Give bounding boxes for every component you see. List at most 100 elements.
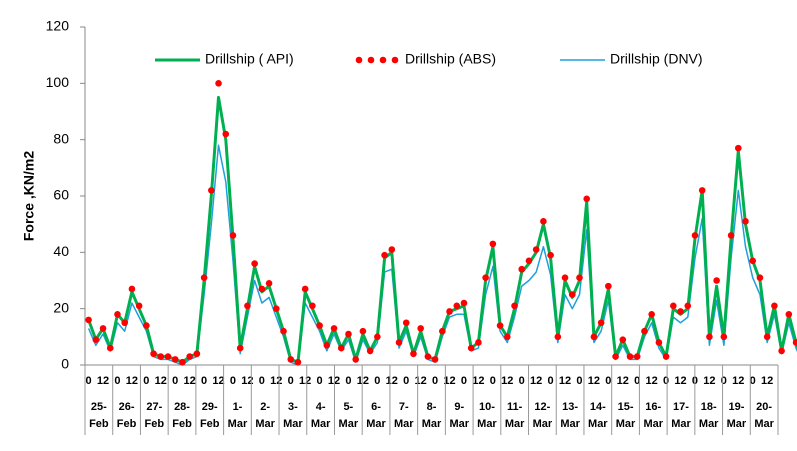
day-label: 17- [673, 401, 689, 413]
x-tick-label: 0 [605, 375, 611, 387]
data-point [576, 274, 583, 281]
data-point [590, 333, 598, 341]
data-point [265, 280, 273, 287]
data-point [345, 330, 352, 338]
month-label: Mar [255, 418, 275, 430]
data-point [272, 305, 280, 312]
x-tick-label: 12 [588, 375, 600, 387]
month-label: Mar [699, 418, 719, 430]
data-point [157, 353, 165, 360]
month-label: Feb [89, 418, 109, 430]
x-tick-label: 0 [114, 375, 120, 387]
month-label: Feb [145, 418, 165, 430]
legend-marker [355, 56, 363, 64]
month-label: Mar [505, 418, 525, 430]
x-tick-label: 0 [86, 375, 92, 387]
data-point [475, 339, 482, 346]
data-point [503, 333, 511, 341]
x-tick-label: 12 [415, 375, 427, 387]
data-point [792, 339, 797, 346]
data-point [619, 336, 627, 343]
data-point [171, 356, 179, 363]
data-point [143, 322, 150, 329]
data-point [323, 341, 331, 349]
data-point [208, 187, 215, 194]
x-tick-label: 0 [750, 375, 756, 387]
data-point [222, 130, 230, 138]
x-tick-label: 0 [432, 375, 438, 387]
data-point [467, 344, 475, 352]
data-point [684, 302, 692, 310]
x-tick-label: 12 [184, 375, 196, 387]
x-tick-label: 0 [519, 375, 525, 387]
day-label: 19- [728, 401, 744, 413]
data-point [641, 327, 648, 335]
x-tick-label: 0 [288, 375, 294, 387]
data-point [763, 333, 771, 341]
y-axis-title: Force ,KN/m2 [21, 151, 37, 241]
x-tick-label: 12 [732, 375, 744, 387]
data-point [720, 333, 728, 341]
data-point [215, 80, 222, 87]
x-tick-label: 0 [548, 375, 554, 387]
data-point [114, 311, 121, 318]
data-point [612, 353, 619, 360]
data-point [417, 325, 424, 332]
y-tick-label: 60 [53, 187, 69, 203]
data-point [388, 246, 396, 253]
month-label: Mar [671, 418, 691, 430]
x-tick-label: 12 [155, 375, 167, 387]
x-tick-label: 12 [559, 375, 571, 387]
data-point [648, 311, 655, 318]
month-label: Mar [588, 418, 608, 430]
month-label: Feb [117, 418, 137, 430]
x-tick-label: 12 [386, 375, 398, 387]
data-point [568, 291, 576, 298]
x-tick-label: 12 [530, 375, 542, 387]
data-point [280, 327, 287, 335]
data-point [633, 353, 641, 360]
data-point [424, 353, 432, 360]
day-label: 13- [562, 401, 578, 413]
data-point [460, 299, 468, 307]
data-point [150, 350, 157, 358]
data-point [446, 308, 453, 315]
x-tick-label: 12 [97, 375, 109, 387]
data-point [366, 347, 374, 355]
data-point [453, 302, 461, 310]
data-point [655, 339, 663, 346]
data-point [395, 339, 403, 346]
day-label: 12- [534, 401, 550, 413]
series-line [87, 144, 797, 366]
data-point [439, 327, 446, 335]
month-label: Mar [754, 418, 774, 430]
x-tick-label: 12 [270, 375, 282, 387]
x-tick-label: 12 [299, 375, 311, 387]
month-label: Mar [616, 418, 636, 430]
data-point [287, 356, 295, 363]
data-point [200, 274, 208, 281]
data-point [359, 327, 367, 335]
day-label: 6- [371, 401, 381, 413]
x-tick-label: 0 [663, 375, 669, 387]
data-point [106, 344, 114, 352]
legend-label: Drillship (ABS) [405, 51, 496, 67]
data-point [374, 333, 381, 341]
month-label: Mar [643, 418, 663, 430]
data-point [244, 302, 251, 310]
x-tick-label: 12 [646, 375, 658, 387]
x-tick-label: 0 [461, 375, 467, 387]
day-label: 4- [316, 401, 326, 413]
data-point [164, 353, 172, 360]
data-point [330, 325, 338, 332]
data-point [518, 265, 526, 273]
data-point [778, 347, 785, 355]
month-label: Mar [228, 418, 248, 430]
data-point [554, 333, 562, 341]
data-point [511, 302, 518, 310]
data-point [121, 319, 129, 327]
day-label: 7- [399, 401, 409, 413]
month-label: Mar [394, 418, 414, 430]
data-point [605, 282, 612, 290]
data-point [301, 285, 309, 293]
